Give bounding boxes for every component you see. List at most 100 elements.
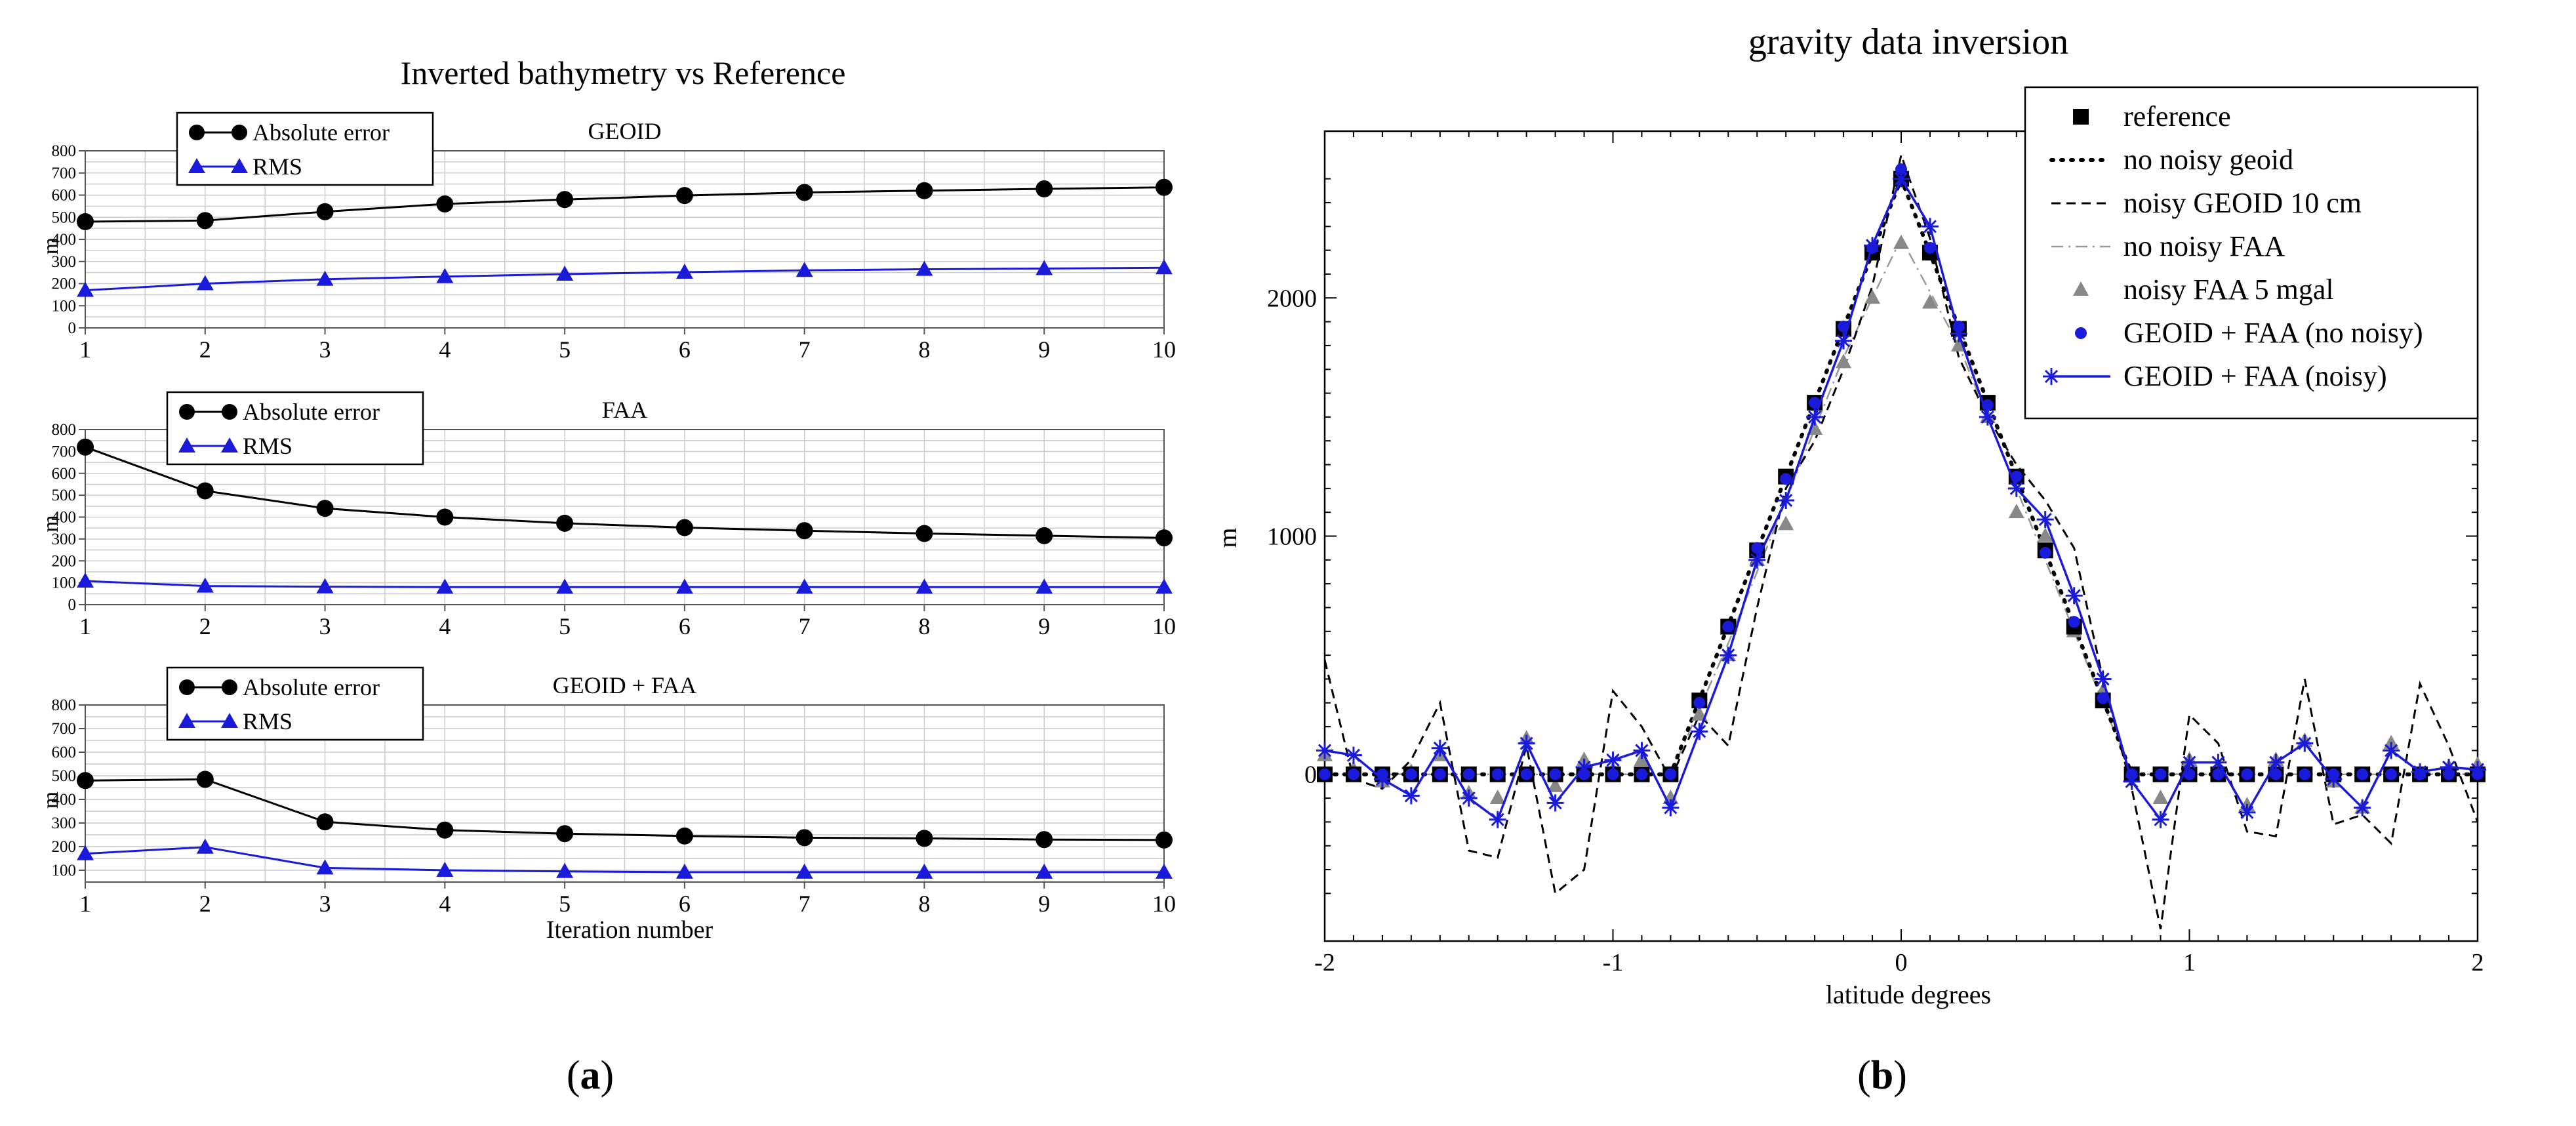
data-point-geoid-faa-noisy: [1835, 332, 1853, 350]
legend-marker: [231, 158, 248, 173]
x-tick-label: 7: [799, 891, 811, 917]
legend-label: GEOID + FAA (noisy): [2123, 360, 2387, 392]
data-point-rms: [1156, 259, 1173, 275]
y-tick-label: 400: [52, 509, 77, 527]
y-tick-label: 700: [52, 720, 77, 738]
data-point-geoid-faa-noisy: [2469, 761, 2486, 778]
data-point-absolute-error: [1036, 180, 1053, 198]
data-point-noisy-faa: [1922, 294, 1938, 309]
series-line-rms: [85, 846, 1164, 874]
legend-box: [166, 666, 424, 741]
y-tick-label: 600: [52, 465, 77, 483]
data-point-geoid-faa-no-noisy: [2299, 768, 2311, 780]
data-point-absolute-error: [436, 195, 454, 212]
x-tick-label: 1: [79, 336, 91, 363]
data-point-geoid-faa-no-noisy: [2356, 768, 2369, 780]
data-point-geoid-faa-no-noisy: [1607, 768, 1619, 780]
data-point-absolute-error: [196, 482, 214, 500]
data-point-geoid-faa-noisy: [2383, 742, 2400, 759]
panel-a-title: Inverted bathymetry vs Reference: [401, 54, 846, 91]
data-point-rms: [795, 863, 813, 879]
data-point-noisy-faa: [1778, 515, 1794, 531]
data-point-geoid-faa-no-noisy: [1780, 473, 1792, 485]
data-point-rms: [196, 577, 214, 593]
subplot-title: GEOID: [588, 118, 662, 144]
x-tick-label: 5: [559, 613, 571, 639]
y-tick-label: 500: [52, 209, 77, 226]
data-point-rms: [795, 578, 813, 594]
panel-b-ylabel: m: [1213, 527, 1242, 548]
data-point-absolute-error: [556, 191, 574, 209]
data-point-absolute-error: [316, 813, 334, 831]
y-tick-label: 600: [52, 187, 77, 205]
data-point-noisy-faa: [1547, 777, 1563, 792]
data-point-absolute-error: [436, 821, 454, 839]
data-point-absolute-error: [795, 522, 813, 540]
x-tick-label: 8: [918, 891, 930, 917]
data-point-rms: [795, 262, 813, 277]
legend-marker: [2043, 368, 2060, 385]
data-point-geoid-faa-no-noisy: [1405, 768, 1417, 780]
data-point-geoid-faa-no-noisy: [1693, 696, 1706, 709]
x-tick-label: 7: [799, 613, 811, 639]
x-tick-label: 2: [2472, 949, 2484, 976]
data-point-rms: [77, 281, 94, 297]
x-tick-label: 6: [679, 336, 691, 363]
legend-label-rms: RMS: [252, 153, 302, 180]
y-tick-label: 300: [52, 531, 77, 548]
data-point-geoid-faa-noisy: [1460, 790, 1478, 807]
data-point-absolute-error: [436, 508, 454, 526]
data-point-absolute-error: [77, 438, 94, 456]
data-point-geoid-faa-noisy: [2123, 773, 2141, 790]
x-tick-label: 4: [439, 336, 451, 363]
data-point-geoid-faa-no-noisy: [1520, 768, 1533, 780]
data-point-geoid-faa-noisy: [1518, 734, 1535, 752]
x-tick-label: 10: [1152, 891, 1176, 917]
data-point-absolute-error: [77, 213, 94, 230]
data-point-geoid-faa-noisy: [1806, 408, 1824, 426]
legend-label-rms: RMS: [243, 433, 292, 459]
subplot-title: GEOID + FAA: [553, 672, 697, 698]
legend-label: noisy FAA 5 mgal: [2123, 273, 2334, 306]
data-point-absolute-error: [316, 203, 334, 220]
legend-marker: [189, 125, 205, 140]
x-tick-label: 2: [199, 891, 211, 917]
data-point-geoid-faa-no-noisy: [1462, 768, 1475, 780]
data-point-rms: [675, 263, 693, 279]
legend-marker: [179, 679, 195, 695]
y-tick-label: 200: [52, 275, 77, 293]
data-point-noisy-faa: [2037, 527, 2053, 542]
data-point-geoid-faa-noisy: [1864, 237, 1882, 254]
data-point-rms: [316, 578, 334, 593]
data-point-absolute-error: [77, 772, 94, 790]
data-point-geoid-faa-noisy: [1979, 408, 1996, 426]
data-point-geoid-faa-noisy: [2152, 811, 2169, 828]
panel-b: gravity data inversion -2 -1 0 1 2010002000 …: [1213, 22, 2486, 1098]
x-tick-label: 3: [319, 336, 331, 363]
data-point-geoid-faa-no-noisy: [2385, 768, 2398, 780]
data-point-rms: [196, 275, 214, 291]
series-line-noisy-geoid: [1323, 151, 2479, 930]
legend-label-absolute-error: Absolute error: [243, 674, 380, 700]
data-point-geoid-faa-no-noisy: [2212, 768, 2224, 780]
data-point-geoid-faa-no-noisy: [2241, 768, 2253, 780]
legend-marker: [178, 713, 195, 728]
data-point-geoid-faa-no-noisy: [1895, 163, 1907, 176]
data-point-absolute-error: [795, 184, 813, 201]
legend-box: [176, 111, 434, 186]
data-point-rms: [916, 260, 933, 276]
legend-label-absolute-error: Absolute error: [252, 119, 390, 146]
data-point-geoid-faa-no-noisy: [1549, 768, 1561, 780]
data-point-absolute-error: [916, 830, 933, 847]
y-tick-label: 100: [52, 862, 77, 879]
data-point-geoid-faa-noisy: [2065, 587, 2083, 605]
data-point-geoid-faa-no-noisy: [2068, 616, 2080, 628]
data-point-rms: [77, 845, 94, 860]
y-tick-label: 700: [52, 165, 77, 182]
data-point-rms: [436, 862, 454, 877]
data-point-noisy-faa: [1893, 234, 1909, 249]
y-tick-label: 800: [52, 421, 77, 439]
x-tick-label: 4: [439, 613, 451, 639]
data-point-geoid-faa-no-noisy: [1664, 768, 1677, 780]
data-point-absolute-error: [1156, 529, 1173, 547]
